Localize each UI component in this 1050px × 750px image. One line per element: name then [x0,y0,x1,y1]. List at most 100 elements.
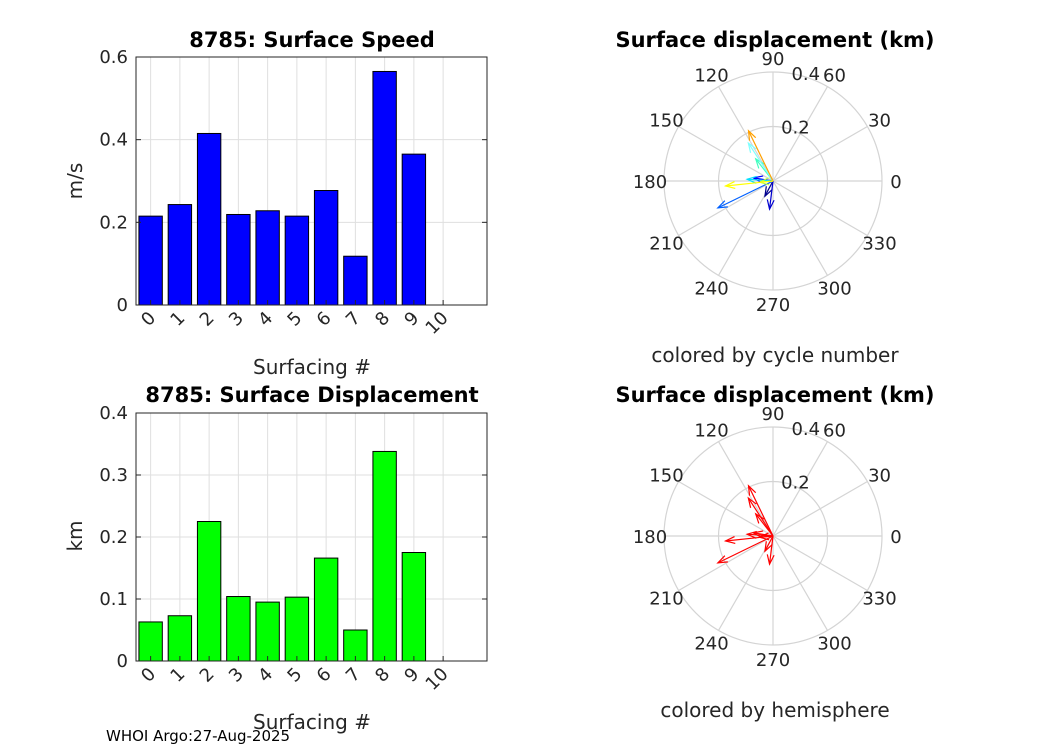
speed-bar [226,213,251,306]
speed-y-tick-label: 0.6 [99,47,128,68]
speed-x-tick-label: 9 [400,308,423,331]
polar-hemisphere-spoke [772,535,868,592]
polar-hemisphere-vectors [716,484,775,566]
displacement-bar [401,552,427,662]
polar-cycle-angle-label: 90 [762,49,785,70]
polar-cycle-spoke [772,125,868,182]
speed-x-tick-label: 10 [422,308,453,339]
displacement-x-tick-label: 10 [422,664,453,695]
displacement-bar [284,596,310,662]
polar-hemisphere-angle-label: 120 [694,420,728,441]
speed-bar [401,153,427,306]
polar-cycle-vector-arrow [723,180,774,189]
polar-cycle-note: colored by cycle number [651,343,899,367]
displacement-bar [138,621,163,662]
displacement-x-tick-label: 6 [313,664,336,687]
polar-cycle-spoke [678,180,774,237]
polar-cycle-vector-arrow [716,180,774,209]
polar-cycle-vector-arrow [747,129,774,182]
displacement-x-tick-label: 8 [371,664,394,687]
polar-hemisphere-spoke [678,535,774,592]
speed-x-tick-label: 7 [342,308,365,331]
polar-cycle-angle-label: 180 [633,172,667,193]
polar-cycle-tick-labels: 0 30 60 90 120 150 180 210 240 270 300 330 0.2 0.4 [633,49,902,316]
displacement-x-tick-label: 7 [342,664,365,687]
speed-y-tick-label: 0.2 [99,212,128,233]
displacement-bar-chart: 00.10.20.30.4 0 1 2 3 4 5 6 7 8 910 8785: Surface… [63,383,488,734]
polar-hemisphere-spoke [717,535,774,631]
polar-hemisphere-radial-label: 0.4 [791,419,820,440]
displacement-y-tick-label: 0.2 [99,527,128,548]
polar-hemisphere-angle-label: 30 [868,466,891,487]
speed-x-tick-label: 1 [166,308,189,331]
displacement-bar [196,521,222,662]
polar-hemisphere-vector-arrow [766,535,775,566]
displacement-bar [226,596,251,662]
polar-hemisphere-vector-arrow [716,535,774,564]
displacement-x-tick-label: 2 [196,664,219,687]
polar-cycle-angle-label: 240 [694,279,728,300]
polar-cycle-title: Surface displacement (km) [615,28,934,52]
polar-hemisphere-vector-arrow [747,496,774,537]
speed-y-tick-label: 0.4 [99,130,128,151]
speed-bar-chart: 00.20.40.6 0 1 2 3 4 5 6 7 8 910 8785: Surface Sp… [63,28,488,379]
polar-hemisphere-note: colored by hemisphere [660,698,889,722]
displacement-x-tick-label: 1 [166,664,189,687]
polar-hemisphere-angle-label: 330 [862,589,896,610]
polar-cycle-spoke [678,125,774,182]
displacement-x-ticks: 0 1 2 3 4 5 6 7 8 910 [137,656,453,695]
polar-hemisphere-angle-label: 240 [694,634,728,655]
polar-cycle-angle-label: 210 [649,234,683,255]
polar-hemisphere-angle-label: 60 [823,420,846,441]
polar-hemisphere-angle-label: 90 [762,404,785,425]
displacement-bar [372,450,397,662]
polar-cycle-spoke [717,180,774,276]
polar-hemisphere-spoke [717,441,774,537]
displacement-y-tick-label: 0.4 [99,403,128,424]
speed-bar [167,204,193,306]
displacement-y-ticks: 0 0.1 0.2 0.3 0.4 [99,403,487,672]
speed-x-tick-label: 0 [137,308,160,331]
polar-cycle-angle-label: 60 [823,65,846,86]
speed-x-tick-label: 5 [283,308,306,331]
polar-hemisphere-radial-label: 0.2 [781,473,810,494]
polar-hemisphere-tick-labels: 0 30 60 90 120 150 180 210 240 270 300 330 0.2 0.4 [633,404,902,671]
speed-x-tick-label: 8 [371,308,394,331]
polar-cycle-vector-arrow [745,175,774,184]
polar-hemisphere-angle-label: 0 [890,527,901,548]
speed-bar [313,190,339,306]
polar-hemisphere-vector-arrow [723,535,774,544]
polar-cycle-radial-label: 0.4 [791,64,820,85]
polar-cycle-vector-arrow [766,180,775,211]
speed-bar [372,70,397,306]
displacement-y-tick-label: 0 [117,651,128,672]
polar-cycle-vector-arrow [747,141,774,182]
polar-cycle-angle-label: 0 [890,172,901,193]
footer-credit: WHOI Argo:27-Aug-2025 [106,727,290,745]
polar-hemisphere-title: Surface displacement (km) [615,383,934,407]
polar-cycle-angle-label: 30 [868,111,891,132]
displacement-x-tick-label: 3 [225,664,248,687]
displacement-bar [313,557,339,662]
polar-hemisphere-spoke [678,480,774,537]
polar-hemisphere-vector-arrow [764,535,774,553]
polar-hemisphere-vector-arrow [747,484,774,537]
polar-cycle-radial-label: 0.2 [781,118,810,139]
displacement-x-tick-label: 9 [400,664,423,687]
polar-hemisphere-chart: 0 30 60 90 120 150 180 210 240 270 300 330 0.2 0.4 Su… [615,383,934,722]
polar-cycle-vectors [716,129,775,211]
polar-cycle-vector-arrow [764,180,774,198]
polar-hemisphere-angle-label: 270 [756,650,790,671]
speed-chart-title: 8785: Surface Speed [189,28,435,52]
polar-hemisphere-spoke [772,535,829,631]
polar-hemisphere-grid [663,426,883,646]
polar-hemisphere-spoke [772,441,829,537]
speed-x-tick-label: 4 [254,308,277,331]
speed-x-ticks: 0 1 2 3 4 5 6 7 8 910 [137,300,453,339]
speed-x-tick-label: 2 [196,308,219,331]
displacement-x-label: Surfacing # [253,710,371,734]
displacement-x-tick-label: 0 [137,664,160,687]
polar-hemisphere-angle-label: 180 [633,527,667,548]
polar-cycle-spoke [717,86,774,182]
